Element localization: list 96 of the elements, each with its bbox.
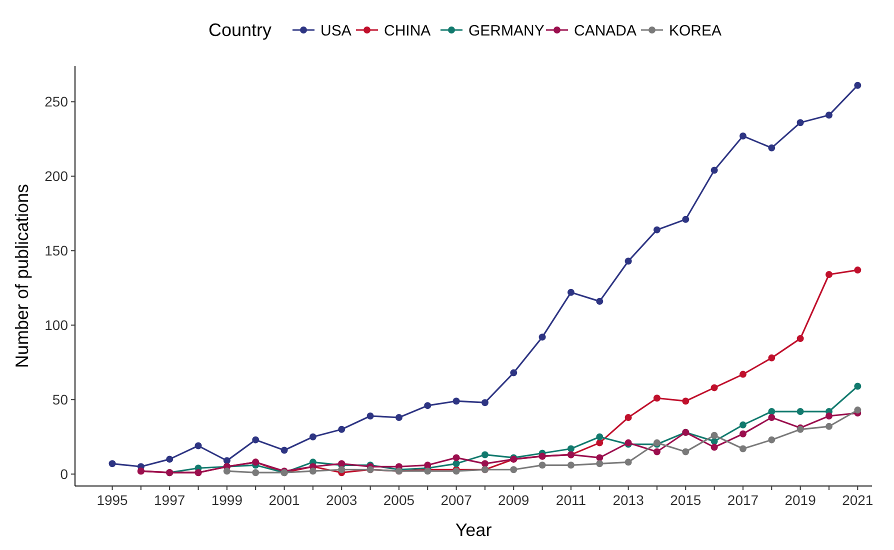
point bbox=[538, 334, 546, 341]
x-tick-label: 2015 bbox=[670, 492, 702, 508]
point bbox=[796, 408, 804, 416]
point bbox=[596, 439, 604, 446]
point bbox=[682, 448, 690, 456]
point bbox=[223, 468, 230, 475]
y-tick-label: 100 bbox=[44, 317, 68, 334]
legend-label: GERMANY bbox=[468, 22, 544, 40]
legend-label: KOREA bbox=[669, 22, 722, 40]
y-axis-title: Number of publications bbox=[12, 184, 32, 368]
point bbox=[194, 442, 202, 450]
point bbox=[854, 266, 862, 274]
point bbox=[452, 460, 460, 468]
point bbox=[854, 406, 862, 414]
legend-label: CHINA bbox=[384, 22, 431, 40]
x-tick-label: 2007 bbox=[440, 492, 472, 508]
x-tick-label: 2011 bbox=[556, 492, 586, 508]
point bbox=[739, 370, 746, 378]
x-tick-label: 2001 bbox=[268, 492, 300, 508]
point bbox=[252, 436, 260, 444]
y-tick-label: 150 bbox=[44, 242, 68, 259]
point bbox=[280, 446, 288, 454]
point bbox=[309, 433, 316, 440]
point bbox=[854, 82, 862, 89]
point bbox=[309, 468, 316, 475]
y-tick-label: 250 bbox=[44, 94, 68, 110]
point bbox=[682, 216, 690, 223]
point bbox=[538, 462, 546, 469]
point bbox=[653, 226, 660, 234]
point bbox=[452, 454, 460, 462]
point bbox=[108, 460, 116, 468]
point bbox=[596, 433, 604, 440]
x-tick-label: 2021 bbox=[842, 492, 874, 508]
point bbox=[739, 421, 746, 428]
point bbox=[825, 412, 832, 420]
legend-label: USA bbox=[320, 22, 352, 40]
point bbox=[825, 112, 832, 119]
x-tick-label: 2009 bbox=[498, 492, 530, 508]
y-tick-label: 0 bbox=[60, 466, 68, 482]
point bbox=[596, 454, 604, 462]
x-tick-label: 2019 bbox=[784, 492, 816, 508]
x-tick-label: 2013 bbox=[612, 492, 644, 508]
point bbox=[739, 132, 746, 140]
point bbox=[452, 398, 460, 405]
point bbox=[653, 448, 660, 456]
point bbox=[768, 354, 776, 362]
x-tick-label: 1997 bbox=[154, 492, 186, 508]
point bbox=[710, 384, 718, 392]
point bbox=[223, 457, 230, 464]
point bbox=[624, 258, 632, 265]
point bbox=[768, 414, 776, 421]
point bbox=[768, 436, 776, 444]
point bbox=[710, 432, 718, 439]
point bbox=[739, 445, 746, 452]
point bbox=[710, 444, 718, 451]
point bbox=[710, 166, 718, 174]
point bbox=[768, 408, 776, 416]
point bbox=[739, 430, 746, 438]
x-tick-label: 2017 bbox=[727, 492, 759, 508]
legend-label: CANADA bbox=[574, 22, 637, 40]
point bbox=[424, 402, 432, 410]
x-tick-label: 1995 bbox=[96, 492, 128, 508]
point bbox=[825, 271, 832, 278]
point bbox=[424, 462, 432, 469]
point bbox=[653, 394, 660, 402]
point bbox=[596, 298, 604, 305]
point bbox=[395, 414, 402, 421]
point bbox=[510, 369, 518, 376]
point bbox=[567, 288, 574, 296]
point bbox=[567, 462, 574, 469]
point bbox=[682, 398, 690, 405]
x-tick-label: 2005 bbox=[383, 492, 415, 508]
point bbox=[338, 466, 346, 474]
point bbox=[481, 451, 488, 458]
point bbox=[252, 469, 260, 476]
point bbox=[596, 460, 604, 468]
point bbox=[338, 426, 346, 433]
x-tick-label: 2003 bbox=[326, 492, 358, 508]
point bbox=[624, 458, 632, 466]
point bbox=[366, 412, 374, 420]
x-axis-title: Year bbox=[455, 520, 492, 540]
y-tick-label: 200 bbox=[44, 168, 68, 184]
point bbox=[624, 414, 632, 421]
point bbox=[854, 382, 862, 390]
point bbox=[825, 422, 832, 430]
point bbox=[510, 466, 518, 474]
legend-title: Country bbox=[208, 20, 272, 40]
point bbox=[796, 335, 804, 342]
point bbox=[796, 119, 804, 126]
x-tick-label: 1999 bbox=[211, 492, 243, 508]
point bbox=[166, 456, 174, 463]
point bbox=[481, 460, 488, 468]
y-tick-label: 50 bbox=[52, 392, 68, 408]
point bbox=[768, 144, 776, 152]
point bbox=[481, 399, 488, 406]
point bbox=[567, 445, 574, 452]
